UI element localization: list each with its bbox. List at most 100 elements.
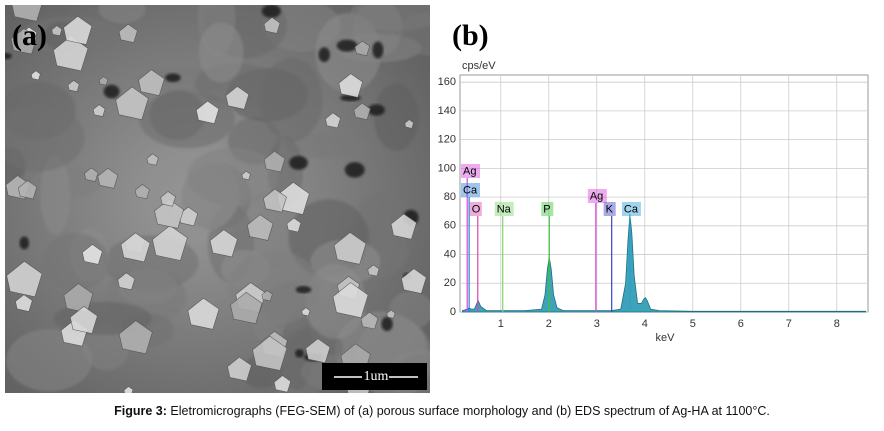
sem-particle — [53, 35, 89, 72]
sem-particle — [261, 290, 273, 302]
caption: Figure 3: Eletromicrographs (FEG-SEM) of… — [0, 404, 884, 418]
sem-particle — [115, 86, 149, 120]
element-box — [587, 189, 607, 203]
sem-particle — [325, 112, 341, 129]
sem-particle — [118, 320, 153, 355]
sem-pore — [165, 73, 181, 83]
sem-particle — [120, 232, 151, 263]
element-label: Ca — [463, 184, 478, 196]
caption-text: Eletromicrographs (FEG-SEM) of (a) porou… — [170, 404, 770, 418]
eds-chart: 0 20 40 60 80 100 120 140 160 1 2 3 4 5 6 7 8 cps/eV keV Ag… — [438, 60, 869, 344]
sem-particle — [10, 28, 38, 55]
x-tick-label: 7 — [786, 318, 792, 330]
sem-particle — [252, 335, 288, 371]
sem-particle — [262, 188, 287, 213]
x-tick-label: 1 — [498, 318, 504, 330]
sem-particle — [15, 294, 33, 312]
sem-pore — [295, 349, 304, 358]
element-box — [621, 202, 641, 216]
sem-particle — [353, 102, 371, 120]
sem-particle — [332, 282, 369, 319]
sem-particle — [263, 17, 281, 34]
sem-particle — [241, 170, 251, 181]
element-label: Ag — [463, 165, 476, 177]
sem-particle — [263, 150, 286, 173]
sem-grain — [82, 324, 130, 371]
sem-particle — [92, 104, 106, 117]
sem-particle — [84, 167, 99, 182]
sem-grain — [388, 291, 430, 330]
element-box — [541, 202, 554, 216]
y-tick-label: 140 — [438, 105, 456, 117]
sem-image — [5, 5, 430, 393]
sem-particle — [227, 356, 252, 382]
sem-particle — [82, 244, 103, 265]
element-label: O — [472, 203, 481, 215]
sem-particle — [401, 268, 427, 294]
sem-particle — [209, 229, 238, 258]
x-tick-label: 2 — [546, 318, 552, 330]
sem-particle — [187, 297, 220, 330]
sem-particle — [69, 306, 98, 334]
sem-particle — [30, 70, 41, 81]
sem-grain — [40, 155, 71, 235]
sem-pore — [372, 41, 384, 59]
sem-particle — [17, 180, 38, 200]
panel-label: (a) — [12, 19, 47, 52]
sem-particle — [118, 23, 138, 43]
sem-particle — [230, 291, 263, 325]
sem-pore — [344, 162, 365, 178]
y-tick-label: 20 — [444, 277, 456, 289]
sem-particle — [67, 79, 80, 92]
sem-particle — [6, 260, 43, 298]
y-tick-label: 80 — [444, 191, 456, 203]
element-box — [494, 202, 514, 216]
sem-pore — [261, 5, 281, 18]
sem-pore — [367, 104, 385, 116]
x-tick-label: 5 — [690, 318, 696, 330]
sem-particle — [63, 283, 94, 313]
element-box — [461, 183, 480, 197]
sem-pore — [5, 53, 12, 60]
element-label: K — [606, 203, 614, 215]
sem-grain — [397, 12, 430, 56]
sem-grain — [373, 83, 419, 152]
sem-pore — [336, 39, 358, 52]
sem-particle — [386, 309, 396, 319]
sem-particle — [154, 198, 184, 229]
element-label: Na — [497, 203, 512, 215]
sem-particle — [354, 40, 370, 57]
sem-particle — [390, 213, 417, 240]
element-label: P — [543, 203, 550, 215]
sem-particle — [273, 375, 292, 393]
y-tick-label: 40 — [444, 248, 456, 260]
sem-grain — [5, 104, 85, 172]
plot-area — [459, 74, 869, 313]
sem-particle — [51, 25, 63, 37]
sem-particle — [360, 311, 379, 330]
sem-pore — [103, 84, 120, 99]
sem-grain — [98, 5, 146, 24]
y-tick-label: 0 — [450, 306, 456, 318]
y-tick-label: 100 — [438, 162, 456, 174]
x-axis-label: keV — [656, 332, 676, 344]
sem-particle — [404, 119, 414, 129]
element-label: Ag — [590, 190, 603, 202]
sem-particle — [97, 167, 119, 189]
y-tick-label: 60 — [444, 220, 456, 232]
element-box — [603, 202, 616, 216]
sem-particle — [195, 100, 220, 124]
x-tick-label: 8 — [834, 318, 840, 330]
caption-label: Figure 3: — [114, 404, 167, 418]
element-label: Ca — [624, 203, 639, 215]
sem-particle — [98, 76, 109, 86]
sem-particle — [246, 214, 274, 241]
sem-particle — [301, 307, 311, 317]
sem-particle — [367, 264, 380, 277]
sem-grain — [198, 22, 244, 83]
sem-particle — [305, 338, 331, 364]
sem-particle — [134, 184, 150, 200]
element-box — [469, 202, 482, 216]
sem-grain — [285, 132, 369, 159]
